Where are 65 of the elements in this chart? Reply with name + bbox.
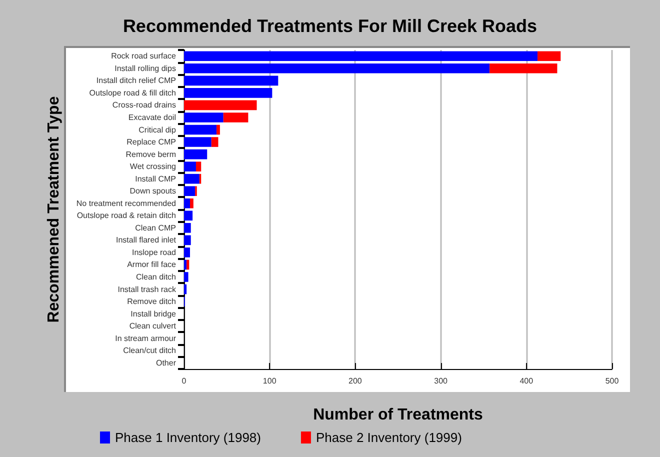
legend-label: Phase 2 Inventory (1999): [316, 430, 462, 445]
y-tick-label: Down spouts: [130, 186, 176, 196]
bar: [184, 260, 187, 270]
y-tick-label: Wet crossing: [130, 162, 176, 172]
bar: [184, 174, 200, 184]
bar: [184, 186, 196, 196]
bar: [211, 137, 218, 147]
bar: [184, 63, 490, 74]
bar: [184, 248, 190, 258]
y-tick-label: In stream armour: [115, 334, 176, 343]
bar: [186, 260, 190, 270]
bar: [184, 272, 188, 282]
x-tick-label: 200: [348, 376, 362, 386]
y-tick-label: Install rolling dips: [114, 64, 176, 73]
y-tick-label: Clean CMP: [135, 223, 176, 232]
bar: [184, 162, 196, 172]
x-tick-label: 400: [520, 376, 534, 386]
bar: [490, 63, 558, 74]
y-tick-label: Armor fill face: [127, 260, 177, 270]
x-tick-label: 300: [434, 376, 448, 386]
bar: [184, 137, 212, 147]
y-tick-label: Install CMP: [135, 174, 176, 184]
bar: [223, 112, 248, 122]
y-tick-label: Outslope road & retain ditch: [76, 211, 176, 220]
y-tick-label: Remove berm: [126, 150, 176, 159]
y-tick-label: Outslope road & fill ditch: [89, 88, 176, 98]
bar: [184, 235, 191, 246]
bar: [184, 222, 191, 233]
bar: [184, 198, 190, 208]
x-tick-label: 0: [182, 376, 187, 386]
y-tick-label: Remove ditch: [127, 297, 176, 306]
chart-title: Recommended Treatments For Mill Creek Roads: [122, 16, 538, 36]
y-tick-label: No treatment recommended: [76, 198, 176, 208]
y-tick-label: Clean/cut ditch: [123, 346, 176, 356]
y-tick-label: Clean ditch: [136, 272, 176, 282]
bar: [538, 51, 561, 62]
bar: [184, 100, 257, 110]
y-tick-label: Other: [156, 358, 176, 368]
y-tick-label: Install ditch relief CMP: [96, 76, 176, 86]
y-tick-label: Rock road surface: [111, 52, 177, 61]
y-tick-label: Critical dip: [138, 125, 177, 134]
y-tick-label: Inslope road: [132, 248, 176, 257]
bar: [184, 76, 278, 86]
bar: [184, 284, 187, 294]
bar: [216, 124, 220, 135]
y-tick-label: Install bridge: [130, 309, 177, 318]
y-tick-label: Install flared inlet: [116, 236, 177, 245]
legend-label: Phase 1 Inventory (1998): [115, 430, 261, 445]
bar: [190, 198, 194, 208]
bar: [184, 88, 272, 98]
bar: [196, 162, 202, 172]
y-tick-label: Cross-road drains: [112, 100, 176, 110]
y-tick-label: Replace CMP: [126, 138, 176, 147]
x-tick-label: 100: [262, 376, 277, 386]
bar: [184, 210, 193, 221]
y-tick-label: Clean culvert: [129, 322, 177, 331]
bar: [184, 112, 224, 122]
bar: [184, 51, 538, 62]
bar: [184, 149, 208, 160]
x-axis-title: Number of Treatments: [313, 406, 484, 424]
y-axis-title: Recommened Treatment Type: [46, 96, 62, 323]
bar: [184, 124, 217, 135]
x-tick-label: 500: [605, 376, 620, 386]
y-tick-label: Excavate doil: [128, 112, 176, 122]
y-tick-label: Install trash rack: [118, 284, 177, 294]
